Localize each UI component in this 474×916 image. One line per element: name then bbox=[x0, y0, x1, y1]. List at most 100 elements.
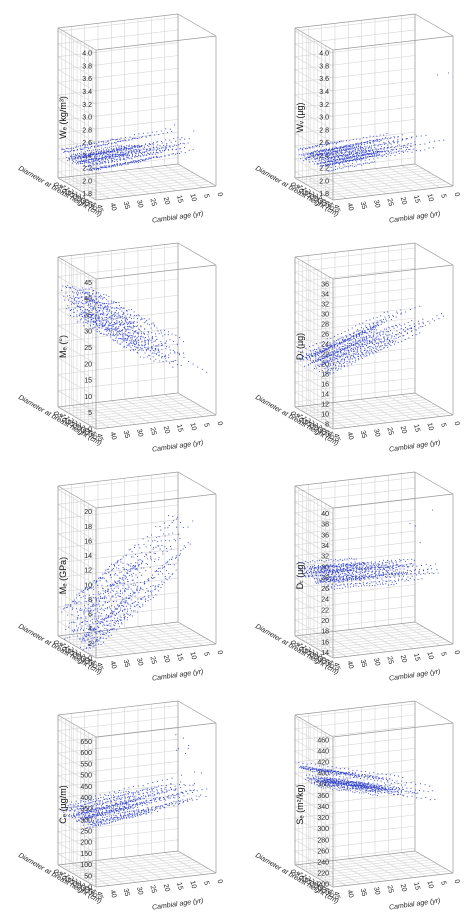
data-point bbox=[121, 592, 124, 594]
data-point bbox=[95, 632, 97, 634]
data-point bbox=[325, 164, 327, 166]
data-point bbox=[408, 337, 410, 339]
data-point bbox=[69, 159, 71, 161]
data-point bbox=[117, 334, 119, 336]
data-point bbox=[108, 571, 110, 573]
data-point bbox=[98, 331, 100, 333]
data-point bbox=[138, 592, 140, 594]
data-point bbox=[85, 321, 87, 323]
data-point bbox=[91, 314, 93, 316]
data-point bbox=[113, 335, 115, 337]
data-point bbox=[127, 603, 129, 605]
data-point bbox=[337, 147, 339, 149]
data-point bbox=[133, 326, 135, 328]
data-point bbox=[154, 577, 156, 579]
data-point bbox=[144, 582, 146, 585]
data-point bbox=[344, 166, 346, 168]
data-point bbox=[176, 343, 178, 345]
data-point bbox=[139, 349, 141, 351]
data-point bbox=[102, 148, 104, 150]
point-cloud bbox=[61, 515, 194, 651]
x-tick-label: 5 bbox=[439, 193, 447, 199]
data-point bbox=[367, 154, 369, 156]
data-point bbox=[128, 564, 130, 566]
box-edge bbox=[95, 35, 217, 51]
y-tick-label: 15 bbox=[299, 416, 308, 425]
data-point bbox=[76, 618, 78, 620]
data-point bbox=[402, 150, 404, 152]
data-point bbox=[141, 562, 143, 564]
data-point bbox=[103, 333, 105, 335]
data-point bbox=[95, 600, 98, 602]
data-point bbox=[86, 291, 88, 293]
data-point bbox=[322, 164, 324, 167]
back-gridline bbox=[57, 245, 179, 261]
data-point bbox=[377, 138, 379, 141]
data-point bbox=[326, 366, 328, 368]
x-tick-label: 10 bbox=[425, 193, 434, 202]
data-point bbox=[322, 154, 324, 156]
data-point bbox=[384, 345, 386, 347]
box-edge bbox=[294, 256, 334, 280]
data-point bbox=[82, 589, 84, 591]
data-point bbox=[406, 144, 408, 146]
data-point bbox=[103, 313, 105, 315]
data-point bbox=[352, 153, 354, 155]
y-tick-label: 0 bbox=[52, 411, 60, 417]
data-point bbox=[164, 342, 166, 344]
data-point bbox=[73, 297, 75, 300]
data-point bbox=[128, 325, 131, 327]
x-tick-label: 10 bbox=[188, 651, 197, 660]
data-point bbox=[82, 289, 84, 291]
data-point bbox=[380, 319, 382, 321]
data-point bbox=[144, 159, 146, 161]
data-point bbox=[130, 347, 132, 349]
data-point bbox=[301, 148, 303, 150]
data-point bbox=[107, 312, 109, 314]
data-point bbox=[363, 337, 365, 339]
data-point bbox=[112, 568, 114, 570]
data-point bbox=[118, 564, 120, 566]
data-point bbox=[94, 295, 96, 297]
data-point bbox=[356, 161, 358, 163]
data-point bbox=[351, 327, 353, 329]
data-point bbox=[105, 166, 107, 169]
data-point bbox=[136, 338, 138, 340]
data-point bbox=[309, 161, 311, 163]
data-point bbox=[328, 355, 331, 357]
data-point bbox=[148, 153, 151, 156]
data-point bbox=[322, 347, 324, 349]
data-point bbox=[125, 140, 127, 142]
data-point bbox=[130, 340, 132, 342]
data-point bbox=[86, 632, 88, 634]
data-point bbox=[366, 340, 368, 342]
data-point bbox=[114, 329, 116, 331]
data-point bbox=[134, 591, 136, 593]
data-point bbox=[317, 357, 320, 359]
x-tick-label: 5 bbox=[202, 651, 210, 657]
data-point bbox=[172, 361, 175, 363]
data-point bbox=[329, 160, 331, 162]
data-point bbox=[114, 141, 116, 144]
data-point bbox=[69, 622, 71, 624]
data-point bbox=[166, 548, 168, 550]
data-point bbox=[324, 350, 326, 352]
data-point bbox=[116, 323, 118, 325]
data-point bbox=[349, 346, 351, 348]
data-point bbox=[353, 332, 355, 334]
data-point bbox=[433, 320, 435, 322]
data-point bbox=[364, 341, 366, 343]
data-point bbox=[342, 146, 344, 148]
data-point bbox=[335, 357, 337, 359]
data-point bbox=[357, 354, 359, 356]
data-point bbox=[123, 307, 125, 309]
data-point bbox=[333, 345, 335, 347]
data-point bbox=[335, 362, 337, 364]
data-point bbox=[125, 602, 127, 604]
data-point bbox=[376, 150, 378, 152]
z-tick-label: 4.0 bbox=[319, 51, 329, 58]
data-point bbox=[413, 323, 415, 325]
z-tick-label: 3.6 bbox=[82, 76, 92, 83]
y-tick-label: 50 bbox=[89, 660, 98, 669]
data-point bbox=[343, 354, 345, 356]
